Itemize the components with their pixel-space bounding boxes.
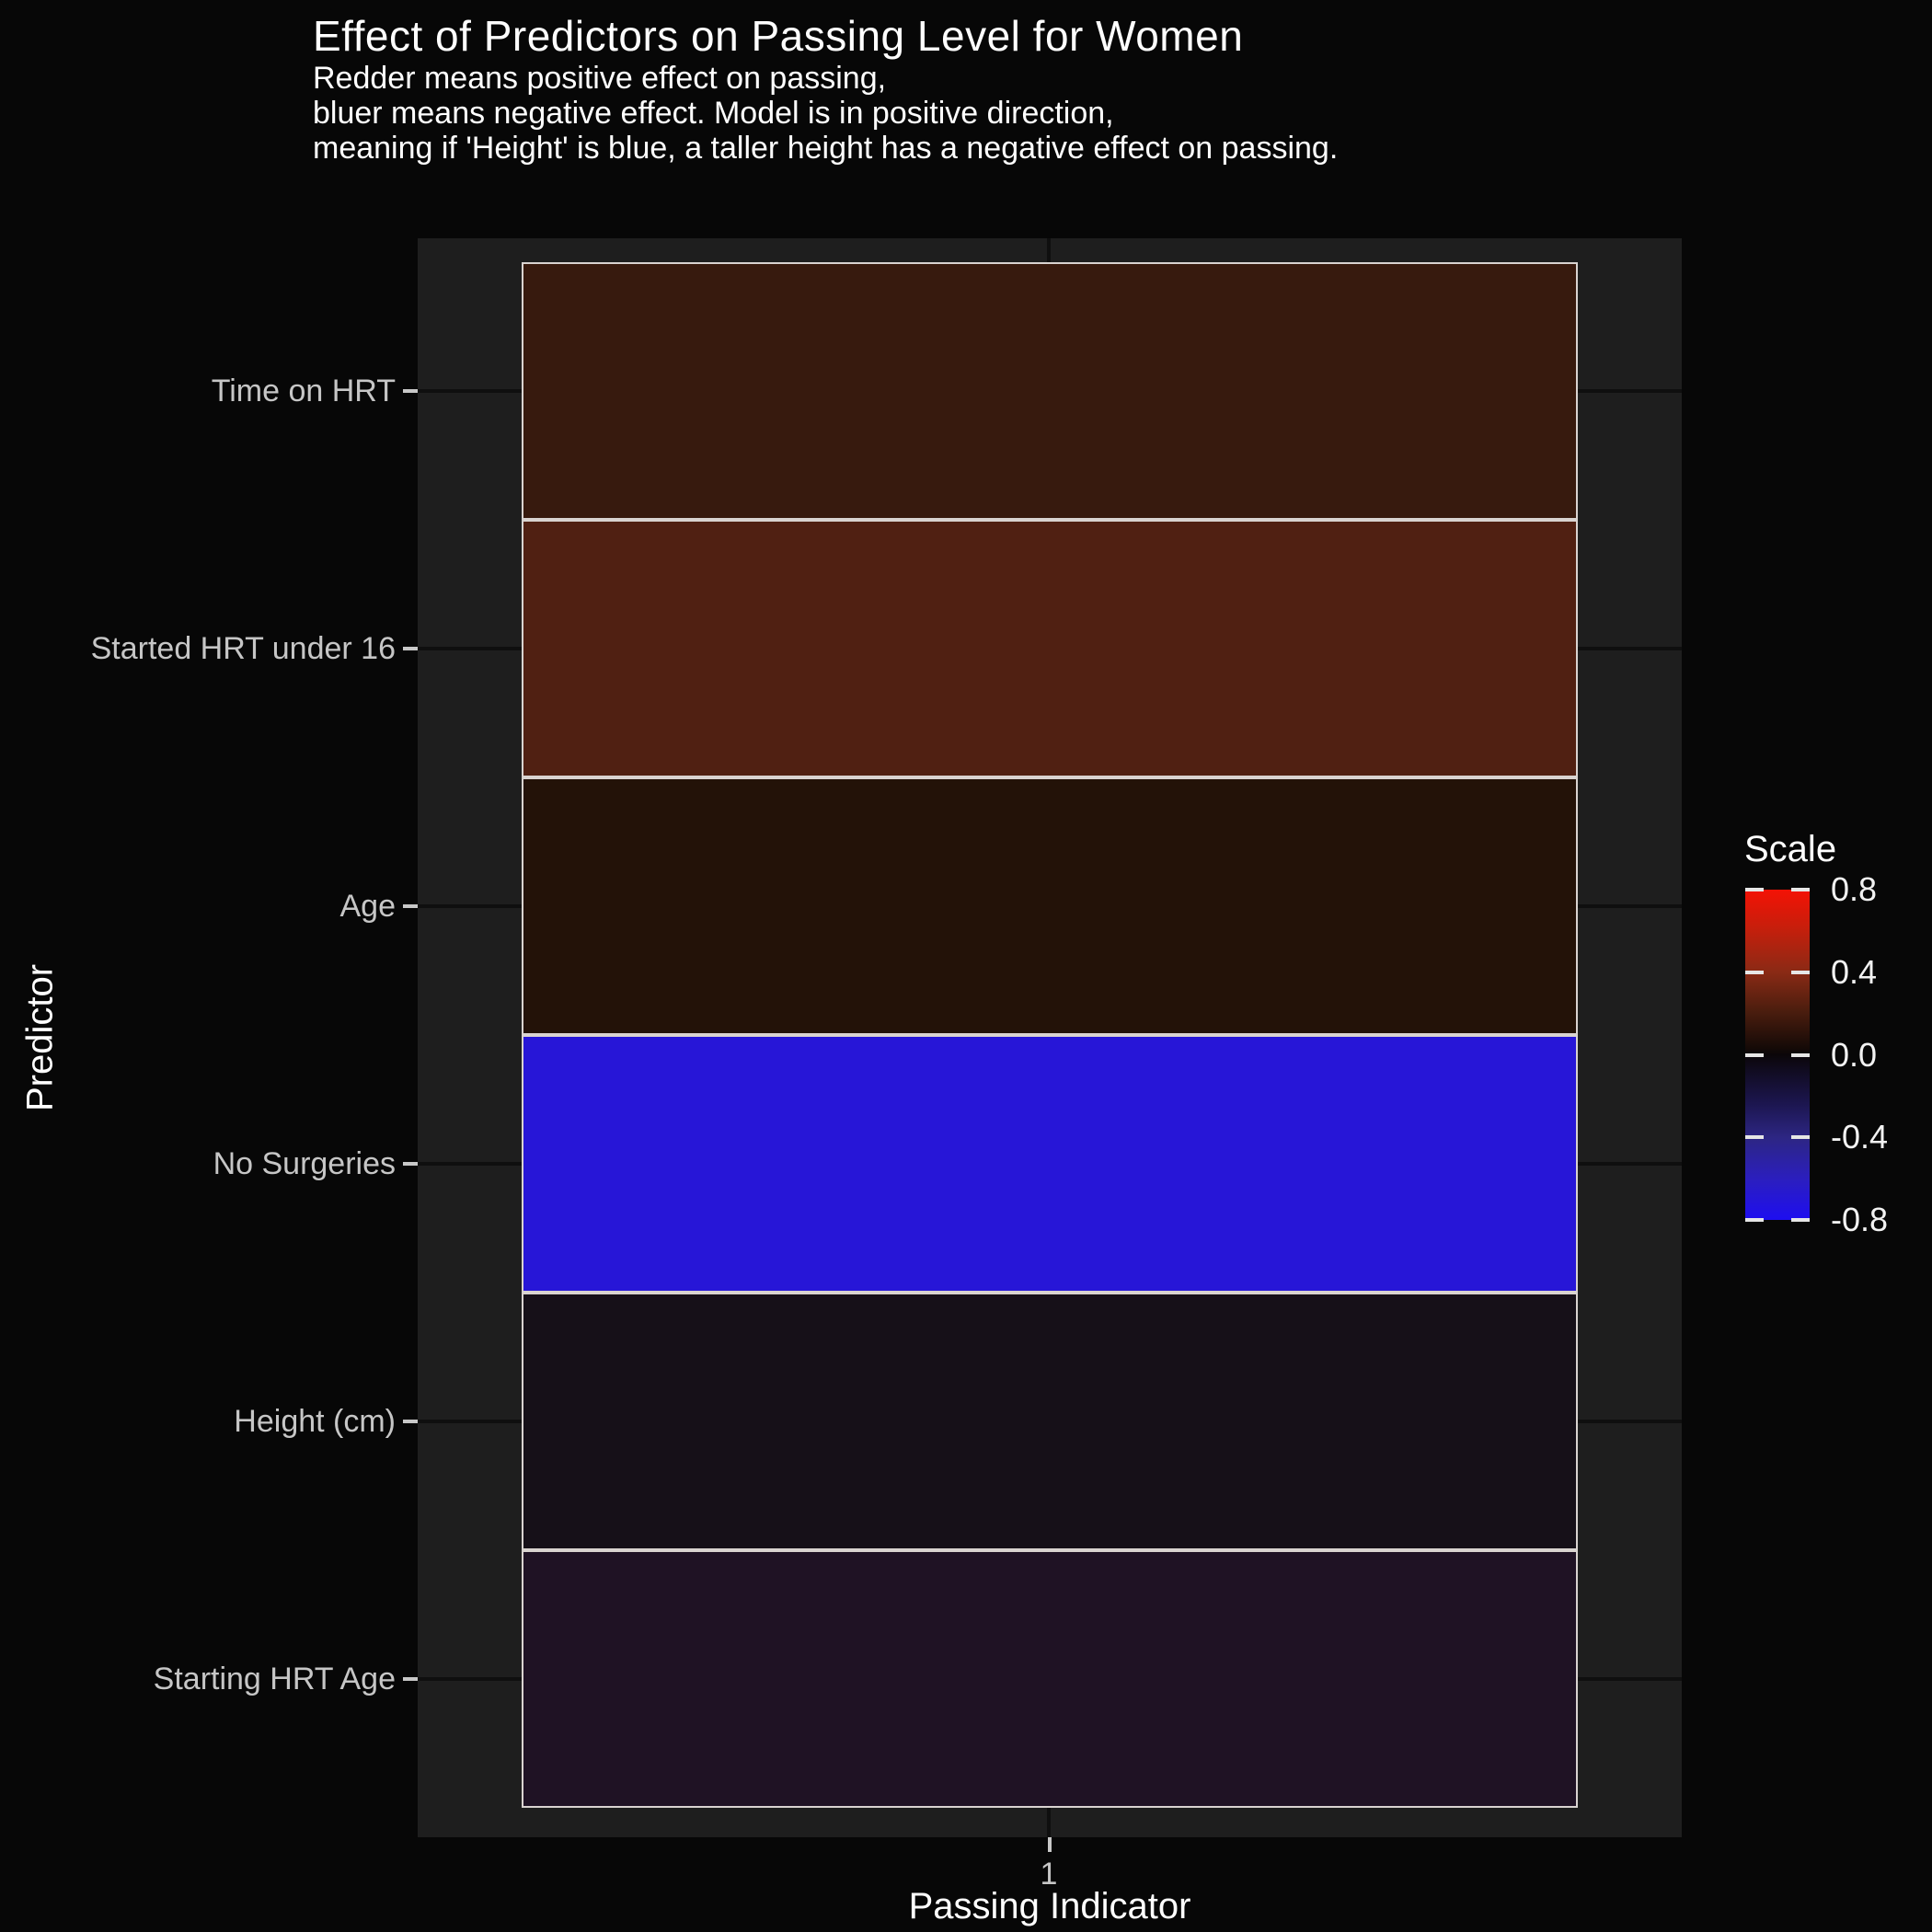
y-axis-tick — [403, 389, 418, 393]
legend-tick-label: -0.4 — [1831, 1118, 1889, 1156]
legend-tick — [1791, 1052, 1810, 1057]
heatmap-tile — [522, 520, 1578, 777]
chart-title: Effect of Predictors on Passing Level fo… — [313, 12, 1244, 60]
heatmap-tile — [522, 262, 1578, 520]
heatmap-tile — [522, 777, 1578, 1035]
y-axis-tick — [403, 1677, 418, 1681]
x-axis-title: Passing Indicator — [908, 1886, 1191, 1926]
legend-tick — [1745, 888, 1764, 891]
legend-tick — [1791, 888, 1810, 891]
y-axis-label: No Surgeries — [213, 1146, 396, 1181]
legend-tick — [1791, 970, 1810, 974]
legend-tick — [1745, 1052, 1764, 1057]
y-axis-label: Started HRT under 16 — [90, 631, 396, 666]
y-axis-label: Time on HRT — [211, 374, 396, 408]
y-axis-label: Age — [339, 889, 397, 924]
y-axis-label: Starting HRT Age — [153, 1662, 396, 1696]
y-axis-tick — [403, 1162, 418, 1166]
legend-tick — [1791, 1218, 1810, 1222]
y-axis-label: Height (cm) — [234, 1404, 396, 1439]
y-axis-tick — [403, 1420, 418, 1423]
legend-tick — [1745, 1218, 1764, 1222]
plot-panel — [418, 238, 1682, 1837]
x-axis-tick-label: 1 — [1040, 1857, 1058, 1892]
legend-tick — [1791, 1135, 1810, 1140]
legend-tick-label: 0.4 — [1831, 952, 1878, 991]
legend-tick — [1745, 970, 1764, 974]
legend-tick — [1745, 1135, 1764, 1140]
x-axis-tick — [1048, 1837, 1052, 1852]
legend-title: Scale — [1744, 829, 1837, 869]
heatmap-tile — [522, 1293, 1578, 1550]
y-axis-title: Predictor — [19, 963, 61, 1112]
y-axis-tick — [403, 647, 418, 650]
legend-tick-label: 0.0 — [1831, 1035, 1878, 1074]
y-axis-tick — [403, 904, 418, 908]
legend-tick-label: 0.8 — [1831, 870, 1878, 908]
heatmap-tile — [522, 1550, 1578, 1808]
heatmap-tile — [522, 1035, 1578, 1293]
legend-tick-label: -0.8 — [1831, 1201, 1889, 1238]
chart-subtitle: Redder means positive effect on passing,… — [313, 61, 1339, 166]
